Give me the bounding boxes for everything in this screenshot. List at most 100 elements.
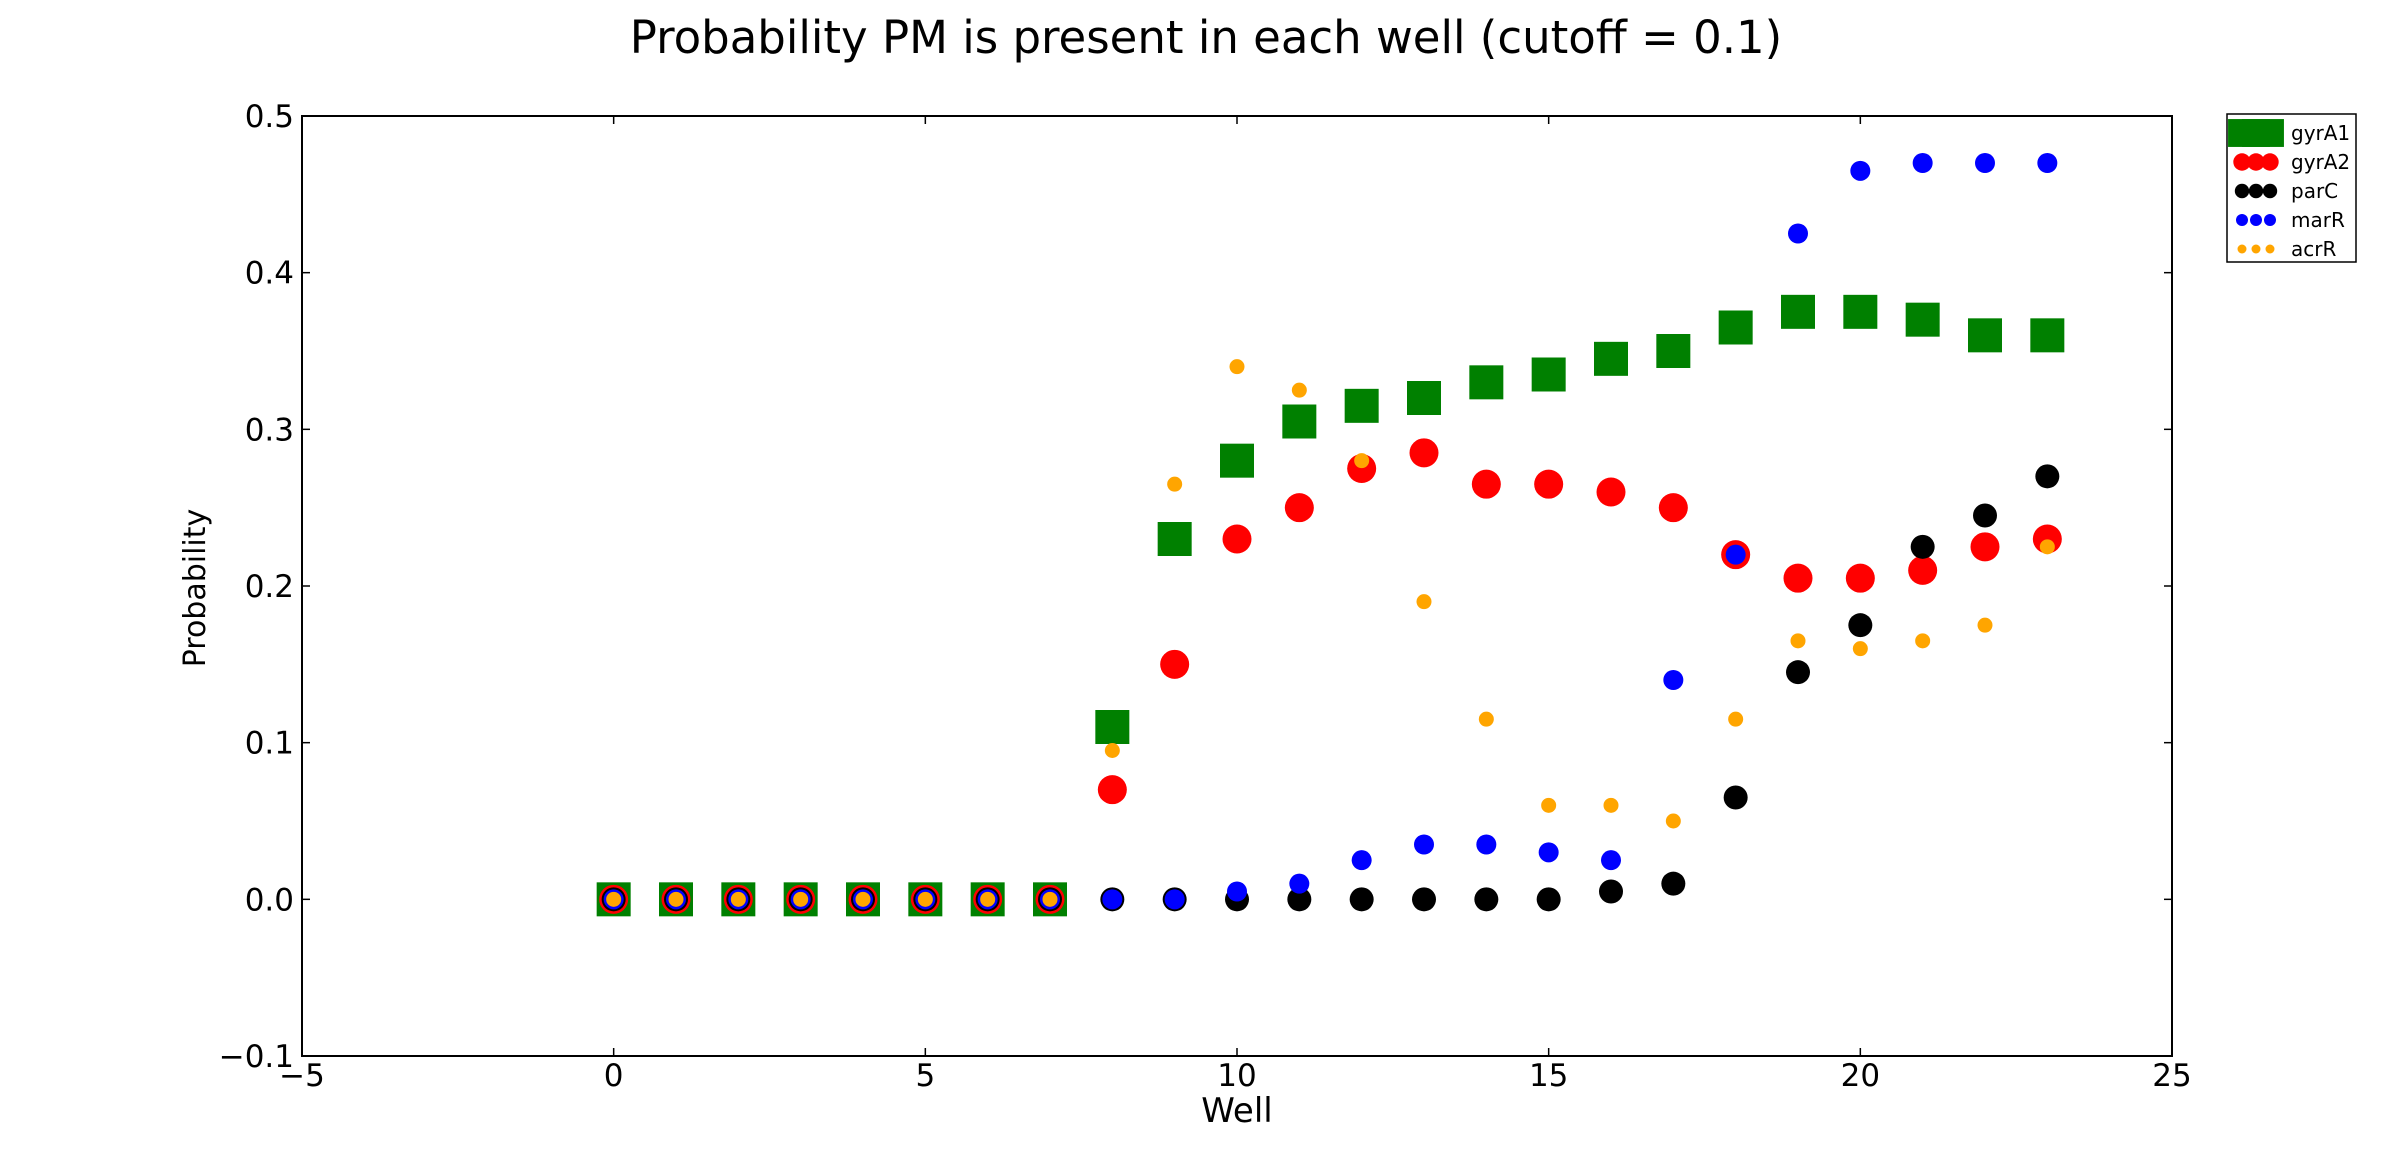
x-tick-label: 15 <box>1529 1058 1568 1094</box>
data-point-gyrA2 <box>1284 493 1314 523</box>
data-point-gyrA2 <box>1222 524 1252 554</box>
y-tick-label: −0.1 <box>219 1039 294 1075</box>
data-point-gyrA1 <box>1905 302 1940 337</box>
data-point-gyrA1 <box>1344 388 1379 423</box>
y-tick-label: 0.1 <box>245 726 294 762</box>
data-point-parC <box>1287 887 1312 912</box>
data-point-parC <box>1848 613 1873 638</box>
x-tick-label: −5 <box>279 1058 325 1094</box>
data-point-acrR <box>1167 476 1183 492</box>
data-point-parC <box>1910 534 1935 559</box>
y-tick-label: 0.0 <box>245 882 294 918</box>
data-point-marR <box>1414 834 1434 855</box>
legend-marker <box>2251 244 2261 254</box>
legend-marker <box>2234 183 2250 199</box>
data-point-gyrA1 <box>1594 341 1628 376</box>
x-tick-label: 20 <box>1841 1058 1880 1094</box>
data-point-gyrA1 <box>2030 318 2065 353</box>
data-point-acrR <box>855 891 871 907</box>
x-tick-label: 0 <box>604 1058 624 1094</box>
data-point-parC <box>1973 503 1997 528</box>
data-point-acrR <box>1229 359 1245 375</box>
data-point-gyrA1 <box>1656 334 1691 368</box>
legend-marker <box>2237 244 2247 254</box>
legend-marker <box>2233 153 2251 171</box>
x-tick-label: 5 <box>915 1058 935 1094</box>
legend-marker <box>2265 244 2275 254</box>
data-point-marR <box>1102 889 1123 910</box>
y-tick-label: 0.4 <box>245 256 294 292</box>
legend-item-gyrA1: gyrA1 <box>2228 119 2350 147</box>
data-point-marR <box>1289 873 1310 894</box>
data-point-acrR <box>980 891 996 907</box>
data-point-acrR <box>1603 797 1619 813</box>
legend-marker <box>2248 183 2264 199</box>
data-point-acrR <box>917 891 933 907</box>
data-point-acrR <box>1915 633 1931 649</box>
data-point-acrR <box>1790 633 1806 649</box>
series-marR <box>603 153 2058 910</box>
data-point-marR <box>1850 160 1871 181</box>
series-parC <box>601 464 2060 912</box>
legend-label: parC <box>2291 179 2338 203</box>
data-point-gyrA2 <box>1471 469 1501 499</box>
legend-item-acrR: acrR <box>2237 237 2336 261</box>
data-point-parC <box>1599 879 1623 904</box>
data-point-gyrA1 <box>1968 318 2002 353</box>
chart-title: Probability PM is present in each well (… <box>630 11 1782 64</box>
data-point-acrR <box>1977 617 1993 633</box>
legend-marker <box>2261 153 2279 171</box>
data-point-acrR <box>793 891 809 907</box>
data-point-gyrA1 <box>1157 522 1192 556</box>
data-point-gyrA2 <box>1658 493 1688 523</box>
x-tick-label: 10 <box>1217 1058 1256 1094</box>
data-point-acrR <box>1665 813 1681 829</box>
data-point-gyrA1 <box>1718 310 1753 345</box>
legend-item-parC: parC <box>2234 179 2338 203</box>
data-point-gyrA2 <box>1783 563 1813 593</box>
data-point-gyrA2 <box>1409 438 1439 468</box>
data-point-parC <box>1661 871 1686 896</box>
data-point-parC <box>1412 887 1436 912</box>
data-point-acrR <box>730 891 746 907</box>
data-point-gyrA2 <box>1845 563 1875 593</box>
data-point-gyrA2 <box>1097 775 1127 805</box>
data-point-gyrA2 <box>1970 532 2000 562</box>
legend-marker <box>2262 183 2278 199</box>
x-axis-label: Well <box>1201 1091 1272 1131</box>
data-point-acrR <box>2039 539 2055 555</box>
y-tick-label: 0.3 <box>245 412 294 448</box>
legend-marker <box>2250 214 2262 226</box>
data-point-gyrA2 <box>1908 555 1938 585</box>
data-point-parC <box>1723 785 1748 810</box>
data-point-marR <box>1476 834 1497 855</box>
data-point-acrR <box>1354 453 1370 469</box>
data-point-parC <box>1536 887 1561 912</box>
data-point-acrR <box>606 891 622 907</box>
data-point-parC <box>1474 887 1499 912</box>
data-point-gyrA1 <box>1531 357 1566 392</box>
data-point-gyrA1 <box>1469 365 1504 400</box>
data-point-gyrA2 <box>1160 649 1190 679</box>
data-point-acrR <box>1541 797 1557 813</box>
data-point-gyrA1 <box>1095 710 1130 744</box>
data-point-acrR <box>1478 711 1494 727</box>
legend-label: acrR <box>2291 237 2336 261</box>
data-point-acrR <box>668 891 684 907</box>
data-point-marR <box>1663 670 1684 690</box>
data-point-marR <box>1351 850 1372 871</box>
series-acrR <box>606 359 2055 907</box>
legend-label: gyrA1 <box>2291 121 2350 145</box>
data-point-gyrA1 <box>1781 294 1815 329</box>
data-point-marR <box>1538 842 1559 863</box>
data-points <box>596 153 2065 917</box>
legend-marker <box>2236 214 2248 226</box>
data-point-parC <box>1349 887 1374 912</box>
data-point-acrR <box>1852 641 1868 657</box>
legend-marker <box>2264 214 2276 226</box>
legend: gyrA1 gyrA2 parC marR acrR <box>2226 113 2357 263</box>
series-gyrA2 <box>599 438 2062 914</box>
data-point-marR <box>1725 544 1746 565</box>
data-point-gyrA2 <box>1596 477 1626 507</box>
